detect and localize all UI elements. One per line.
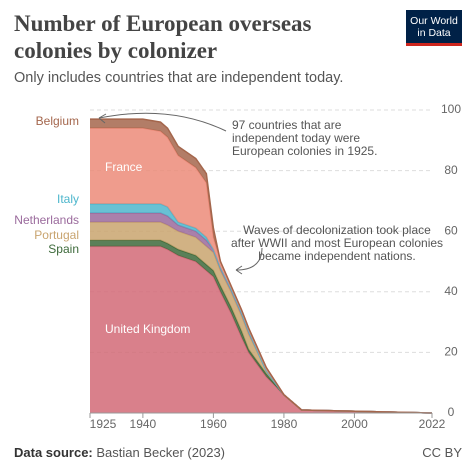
series-label: Netherlands <box>14 213 79 227</box>
annotation: 97 countries that are <box>232 118 342 132</box>
series-label: United Kingdom <box>105 322 190 336</box>
y-tick-label: 100 <box>441 102 461 116</box>
plot <box>90 109 433 414</box>
series-label: Spain <box>48 242 79 256</box>
area-edge <box>90 118 433 414</box>
y-tick-label: 20 <box>444 345 458 359</box>
title: Number of European overseas colonies by … <box>14 11 312 63</box>
x-tick-label: 1960 <box>200 417 227 431</box>
x-tick-label: 2022 <box>419 417 446 431</box>
series-label: Portugal <box>34 228 79 242</box>
area <box>90 246 432 413</box>
annotation: independent today were <box>232 131 360 145</box>
x-tick-label: 2000 <box>341 417 368 431</box>
license[interactable]: CC BY <box>422 445 462 460</box>
series-label: Italy <box>57 192 79 206</box>
logo-line: in Data <box>417 27 451 39</box>
arrowhead <box>98 113 107 124</box>
arrowhead <box>235 265 243 275</box>
y-tick-label: 80 <box>444 163 458 177</box>
y-tick-label: 40 <box>444 284 458 298</box>
subtitle: Only includes countries that are indepen… <box>14 70 344 86</box>
y-tick-label: 60 <box>444 223 458 237</box>
series-label: Belgium <box>36 114 79 128</box>
y-tick-label: 0 <box>448 405 455 419</box>
source-label: Data source: <box>14 445 93 460</box>
annotation: after WWII and most European colonies <box>231 236 443 250</box>
series-label: France <box>105 160 143 174</box>
x-tick-label: 1980 <box>271 417 298 431</box>
annotation-arrow <box>235 247 263 271</box>
area <box>90 128 432 413</box>
x-tick-label: 1940 <box>130 417 157 431</box>
annotation: became independent nations. <box>258 249 415 263</box>
source: Bastian Becker (2023) <box>96 445 225 460</box>
annotation: Waves of decolonization took place <box>243 223 431 237</box>
annotation: European colonies in 1925. <box>232 144 377 158</box>
logo-line: Our World <box>410 15 458 27</box>
x-tick-label: 1925 <box>90 417 117 431</box>
footer: Data source: Bastian Becker (2023) <box>14 445 225 460</box>
annotation-arrow <box>98 112 227 132</box>
logo[interactable]: Our World in Data <box>406 10 462 46</box>
